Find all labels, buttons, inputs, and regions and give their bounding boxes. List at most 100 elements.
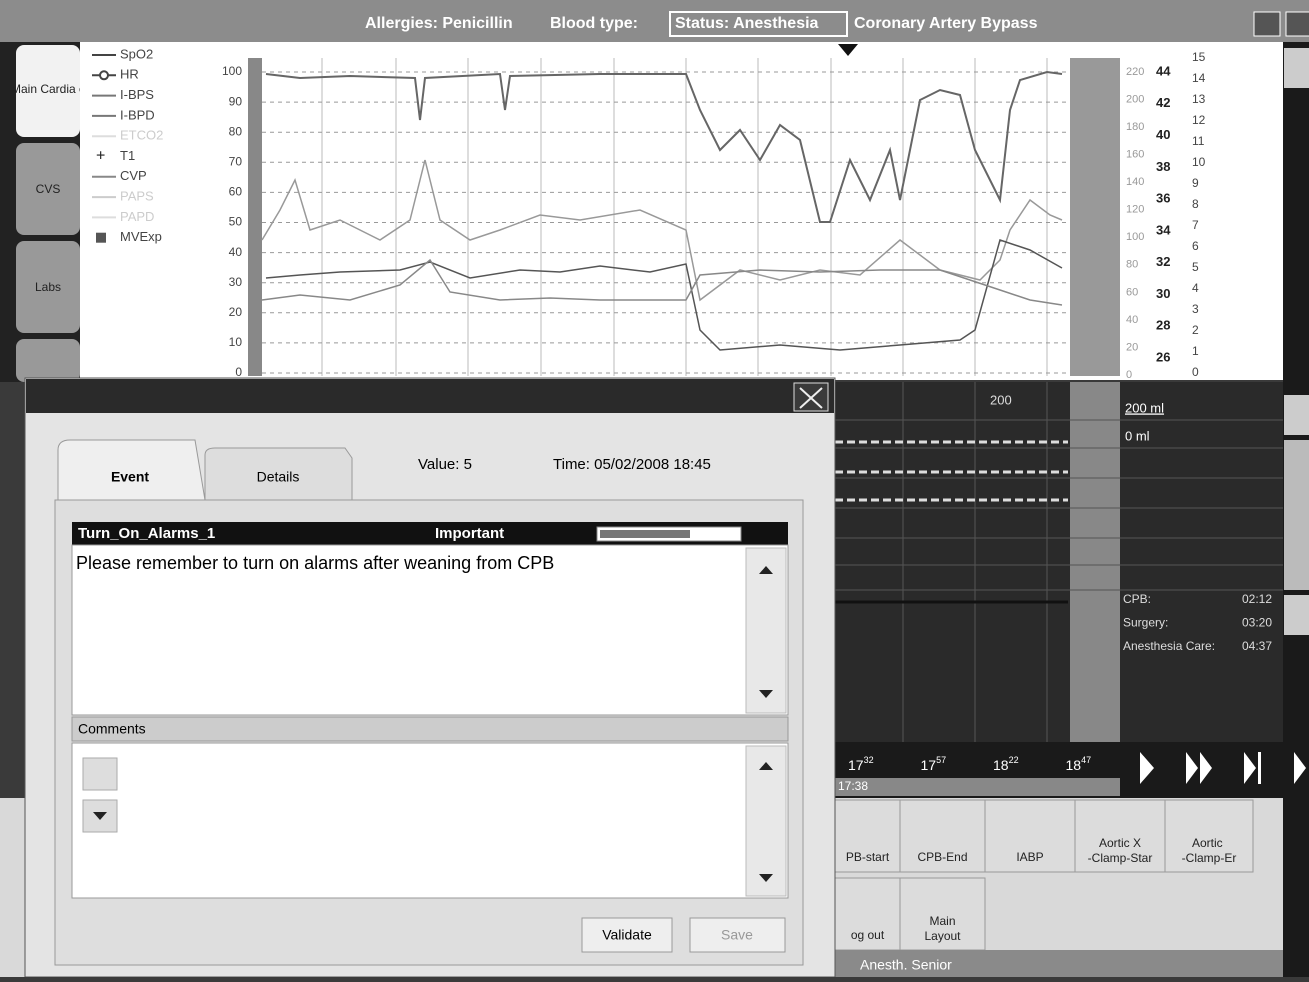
- hr-trace: [265, 239, 1063, 351]
- y2-tick-label: 140: [1126, 176, 1144, 188]
- sidebar-scroll[interactable]: [1284, 440, 1309, 590]
- legend-symbol: [99, 70, 109, 81]
- scrollbar[interactable]: [745, 745, 787, 897]
- nav-end[interactable]: [1258, 752, 1261, 784]
- duration-value: 04:37: [1242, 639, 1272, 653]
- timeline-scroll[interactable]: [835, 778, 1120, 796]
- save-button[interactable]: [689, 917, 786, 953]
- current-time: 17:38: [838, 779, 868, 793]
- comments-label: Comments: [78, 721, 146, 737]
- action-label: PB-start: [846, 850, 890, 864]
- y4-tick-label: 3: [1192, 302, 1199, 316]
- legend-label: I-BPD: [120, 107, 155, 122]
- y2-tick-label: 200: [1126, 93, 1144, 105]
- comments-header: [71, 716, 789, 742]
- legend-label: HR: [120, 67, 139, 82]
- band: [248, 58, 262, 376]
- legend-symbol: +: [96, 148, 105, 165]
- legend-label: I-BPS: [120, 87, 154, 102]
- scroll-up[interactable]: [759, 566, 773, 574]
- minute: 57: [936, 755, 946, 765]
- side-tab[interactable]: [16, 241, 80, 333]
- hour: 18: [993, 757, 1009, 773]
- duration-label: Surgery:: [1123, 616, 1168, 630]
- band: [1070, 58, 1120, 376]
- nav-end[interactable]: [1244, 752, 1256, 784]
- dropdown-icon: [93, 812, 107, 820]
- lower-panel: [835, 382, 1283, 742]
- action-label: Main Layout: [924, 914, 961, 943]
- fluid-max: 200 ml: [1125, 400, 1164, 415]
- action-button[interactable]: [1074, 799, 1166, 873]
- scroll-down[interactable]: [759, 874, 773, 882]
- nav-play[interactable]: [1140, 752, 1154, 784]
- y3-tick-label: 40: [1156, 127, 1170, 142]
- side-tab[interactable]: [16, 45, 80, 137]
- y2-tick-label: 100: [1126, 231, 1144, 243]
- action-button[interactable]: [1164, 799, 1254, 873]
- time-label: 1847: [1066, 755, 1092, 772]
- nav-fast[interactable]: [1186, 752, 1198, 784]
- procedure: Coronary Artery Bypass: [854, 15, 1038, 32]
- status-box: [669, 11, 848, 37]
- priority: Important: [435, 525, 504, 542]
- sidebar-button[interactable]: [1284, 48, 1309, 88]
- y4-tick-label: 6: [1192, 239, 1199, 253]
- duration-label: CPB:: [1123, 592, 1151, 606]
- y-tick-label: 70: [229, 154, 243, 168]
- event-time: Time: 05/02/2008 18:45: [553, 456, 711, 473]
- tab-details[interactable]: [204, 447, 353, 501]
- sidebar-button[interactable]: [1284, 395, 1309, 435]
- spo2-trace: [265, 70, 1063, 223]
- y-tick-label: 40: [229, 245, 243, 259]
- y-tick-label: 60: [229, 185, 243, 199]
- fluid-min: 0 ml: [1125, 428, 1150, 443]
- y2-tick-label: 40: [1126, 314, 1138, 326]
- y-tick-label: 30: [229, 275, 243, 289]
- close-app-button[interactable]: [1285, 11, 1309, 37]
- y4-tick-label: 12: [1192, 113, 1206, 127]
- header-bar: [0, 0, 1309, 42]
- y2-tick-label: 20: [1126, 341, 1138, 353]
- legend-label: PAPD: [120, 209, 154, 224]
- band: [1070, 382, 1120, 742]
- hour: 18: [1066, 757, 1082, 773]
- time-label: 1757: [921, 755, 947, 772]
- label-line: Aortic: [1192, 836, 1226, 850]
- y2-tick-label: 220: [1126, 66, 1144, 78]
- tab-event[interactable]: [57, 439, 206, 501]
- scroll-up[interactable]: [759, 762, 773, 770]
- scroll-down[interactable]: [759, 690, 773, 698]
- legend-label: ETCO2: [120, 128, 163, 143]
- action-button[interactable]: [834, 799, 901, 873]
- y-tick-label: 20: [229, 305, 243, 319]
- legend-label: PAPS: [120, 189, 154, 204]
- y-tick-label: 0: [235, 365, 242, 379]
- side-tab[interactable]: [16, 143, 80, 235]
- sidebar-button[interactable]: [1284, 595, 1309, 635]
- dialog-titlebar: [26, 379, 834, 413]
- y3-tick-label: 34: [1156, 222, 1171, 237]
- nav-next[interactable]: [1294, 752, 1306, 784]
- y3-tick-label: 38: [1156, 159, 1170, 174]
- action-button[interactable]: [984, 799, 1076, 873]
- y3-tick-label: 30: [1156, 286, 1170, 301]
- scrollbar[interactable]: [745, 547, 787, 714]
- y-tick-label: 90: [229, 94, 243, 108]
- event-name: Turn_On_Alarms_1: [78, 525, 215, 542]
- side-tab[interactable]: [16, 339, 80, 382]
- comments-box[interactable]: [71, 742, 789, 899]
- validate-button[interactable]: [581, 917, 673, 953]
- label-line: Aortic X: [1099, 836, 1141, 850]
- action-button[interactable]: [899, 877, 986, 951]
- minimize-button[interactable]: [1253, 11, 1281, 37]
- nav-fast[interactable]: [1200, 752, 1212, 784]
- attach-button[interactable]: [82, 757, 118, 791]
- legend-symbol: [96, 232, 106, 243]
- y4-tick-label: 4: [1192, 281, 1199, 295]
- cvp-trace: [261, 258, 1063, 306]
- y-tick-label: 80: [229, 124, 243, 138]
- action-button[interactable]: [899, 799, 986, 873]
